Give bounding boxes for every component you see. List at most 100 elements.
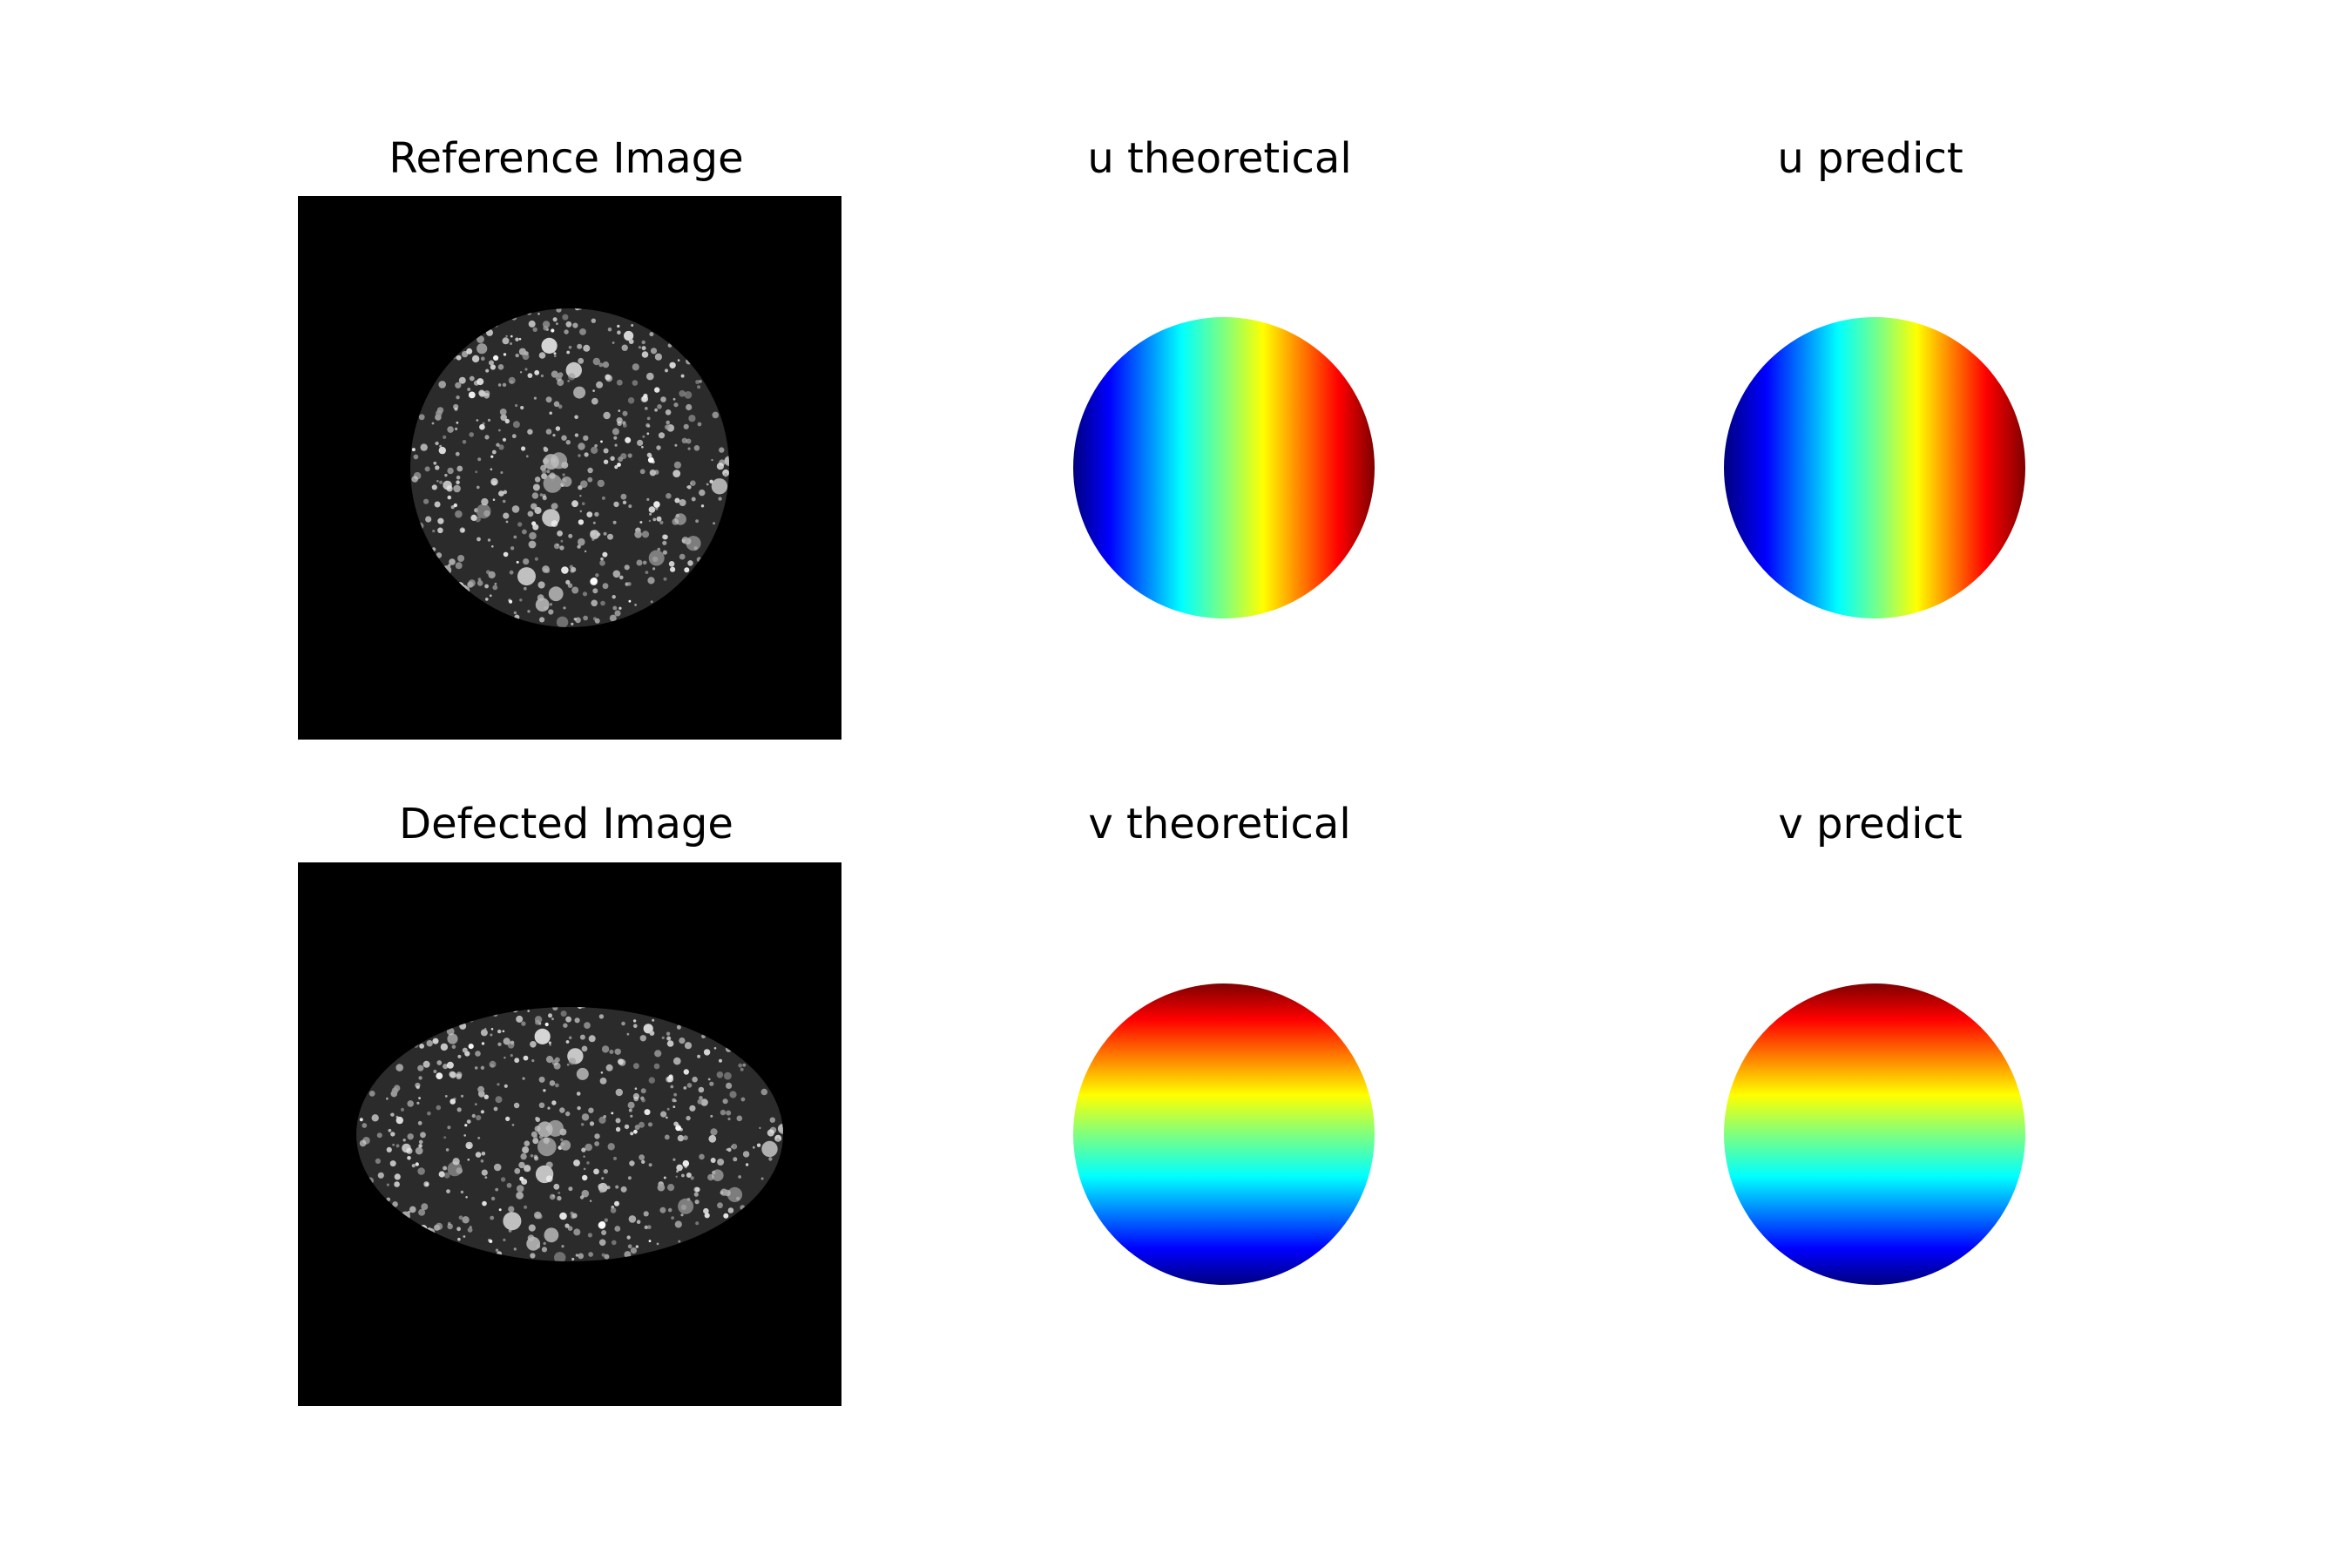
- speckle-dot: [767, 1129, 774, 1136]
- speckle-dot: [461, 1191, 463, 1193]
- speckle-dot: [571, 567, 576, 572]
- speckle-dot: [627, 1235, 631, 1239]
- speckle-dot: [611, 1112, 613, 1115]
- speckle-dot: [676, 1176, 678, 1178]
- speckle-dot: [496, 443, 499, 447]
- speckle-dot: [494, 1164, 502, 1172]
- speckle-dot: [598, 480, 605, 487]
- speckle-dot: [604, 460, 608, 464]
- speckle-dot: [711, 1158, 716, 1163]
- speckle-dot: [682, 438, 687, 443]
- speckle-dot: [713, 412, 720, 419]
- speckle-dot: [463, 1048, 468, 1053]
- speckle-dot: [463, 440, 467, 444]
- speckle-dot: [761, 1178, 764, 1180]
- speckle-dot: [641, 1098, 645, 1103]
- speckle-dot: [600, 601, 605, 606]
- speckle-dot: [549, 586, 564, 601]
- speckle-dot: [501, 1177, 505, 1181]
- speckle-dot: [608, 328, 612, 332]
- speckle-dot: [646, 498, 649, 501]
- speckle-dot: [599, 1240, 606, 1247]
- speckle-dot: [518, 1162, 524, 1168]
- speckle-dot: [390, 1113, 393, 1116]
- speckle-dot: [540, 493, 544, 497]
- speckle-dot: [451, 505, 455, 509]
- speckle-dot: [436, 480, 439, 483]
- speckle-dot: [647, 417, 651, 421]
- speckle-dot: [407, 1100, 414, 1107]
- speckle-dot: [619, 576, 624, 580]
- speckle-dot: [613, 436, 617, 440]
- speckle-dot: [505, 335, 507, 337]
- speckle-dot: [418, 1209, 425, 1216]
- speckle-dot: [728, 1207, 734, 1213]
- speckle-dot: [618, 607, 621, 610]
- speckle-dot: [524, 1140, 531, 1146]
- speckle-dot: [579, 328, 586, 335]
- speckle-dot: [463, 1134, 466, 1137]
- speckle-dot: [726, 1111, 731, 1116]
- speckle-dot: [665, 368, 668, 372]
- speckle-dot: [679, 554, 686, 560]
- speckle-dot: [699, 490, 705, 496]
- speckle-dot: [569, 1037, 572, 1040]
- speckle-dot: [594, 1141, 599, 1146]
- speckle-dot: [688, 448, 691, 450]
- speckle-dot: [612, 341, 615, 344]
- speckle-dot: [550, 1080, 556, 1086]
- speckle-dot: [419, 1044, 424, 1049]
- speckle-dot: [467, 582, 473, 588]
- speckle-dot: [503, 1031, 505, 1033]
- speckle-dot: [670, 567, 675, 572]
- speckle-dot: [456, 422, 459, 424]
- speckle-dot: [629, 1215, 637, 1223]
- speckle-dot: [461, 1095, 463, 1098]
- speckle-dot: [481, 1066, 484, 1070]
- speckle-dot: [595, 573, 598, 577]
- speckle-dot: [456, 480, 460, 484]
- speckle-dot: [628, 1176, 632, 1179]
- speckle-dot: [622, 345, 628, 351]
- speckle-dot: [443, 481, 452, 490]
- speckle-dot: [658, 1184, 666, 1192]
- speckle-dot: [509, 600, 512, 604]
- speckle-dot: [611, 1207, 617, 1213]
- speckle-dot: [675, 1220, 682, 1227]
- speckle-dot: [583, 1156, 585, 1158]
- speckle-dot: [623, 501, 626, 504]
- speckle-dot: [523, 1078, 525, 1080]
- speckle-dot: [742, 1064, 746, 1067]
- speckle-dot: [635, 1087, 638, 1090]
- speckle-dot: [551, 479, 554, 482]
- speckle-dot: [593, 1169, 599, 1175]
- speckle-dot: [629, 600, 632, 603]
- speckle-dot: [476, 343, 487, 354]
- speckle-dot: [537, 1121, 553, 1137]
- speckle-dot: [590, 1121, 594, 1125]
- speckle-dot: [720, 1110, 726, 1115]
- speckle-dot: [551, 1100, 556, 1105]
- speckle-dot: [770, 1118, 775, 1123]
- speckle-dot: [634, 604, 637, 606]
- speckle-dot: [485, 598, 489, 601]
- speckle-dot: [573, 1159, 580, 1166]
- speckle-dot: [516, 1192, 524, 1200]
- speckle-dot: [514, 612, 517, 614]
- speckle-dot: [759, 1127, 760, 1129]
- speckle-dot: [694, 445, 700, 451]
- speckle-dot: [651, 600, 653, 603]
- speckle-dot: [568, 534, 572, 538]
- speckle-dot: [549, 1044, 551, 1046]
- speckle-dot: [574, 416, 578, 420]
- speckle-dot: [551, 503, 558, 509]
- speckle-dot: [490, 594, 492, 597]
- speckle-dot: [678, 1240, 680, 1243]
- speckle-dot: [676, 1165, 683, 1172]
- speckle-dot: [633, 1024, 638, 1029]
- speckle-dot: [534, 370, 539, 375]
- speckle-dot: [412, 448, 416, 451]
- speckle-dot: [673, 1058, 681, 1065]
- speckle-dot: [456, 355, 462, 361]
- speckle-dot: [684, 424, 689, 429]
